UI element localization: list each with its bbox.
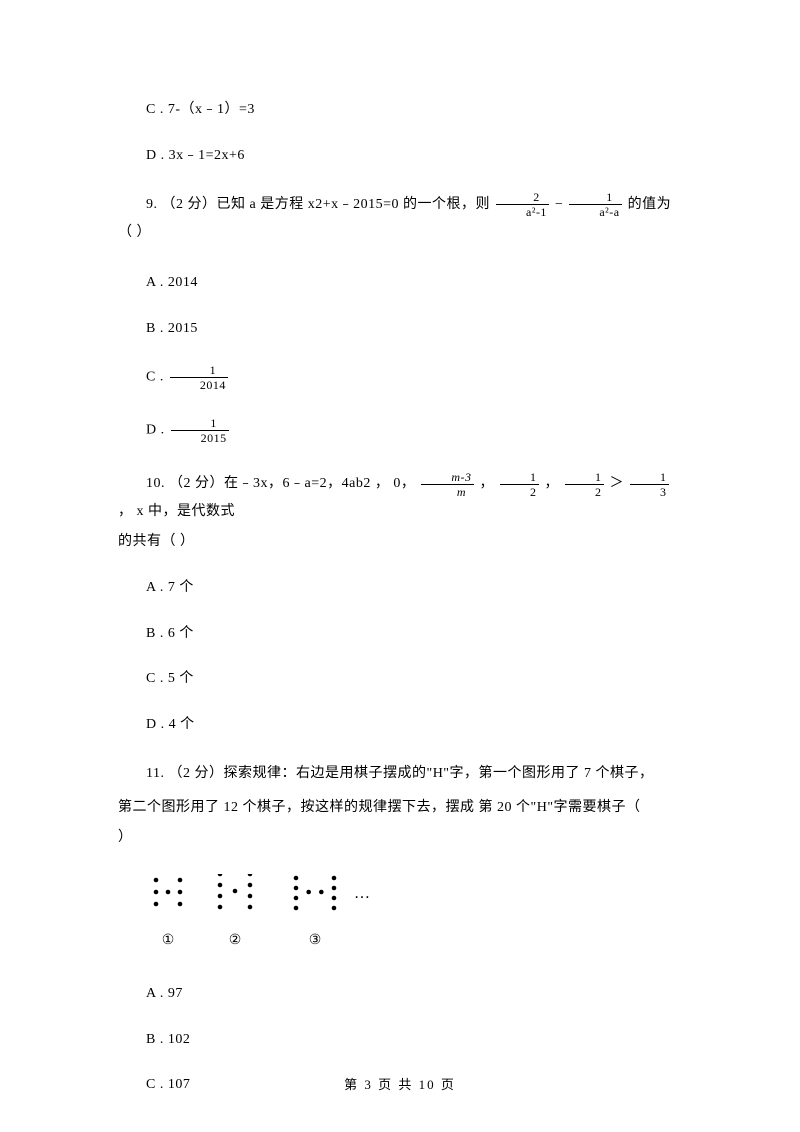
q8-option-d: D . 3x﹣1=2x+6	[118, 146, 682, 166]
q10-option-a: A . 7 个	[118, 578, 682, 598]
q11-option-b: B . 102	[118, 1030, 682, 1050]
q11-stem-line1: 11. （2 分）探索规律：右边是用棋子摆成的"H"字，第一个图形用了 7 个棋…	[118, 760, 682, 788]
h-pattern-svg: ① ② ③ …	[146, 874, 406, 964]
page-footer: 第 3 页 共 10 页	[0, 1076, 800, 1094]
q10-stem-line1: 10. （2 分）在﹣3x，6﹣a=2，4ab2 ， 0， m-3 m ， 1 …	[118, 470, 682, 526]
q9-minus: −	[555, 197, 567, 212]
svg-text:③: ③	[309, 933, 322, 948]
q11-figure: ① ② ③ …	[146, 874, 682, 964]
q10-frac3: 1 2	[565, 471, 604, 498]
q9-d-frac: 1 2015	[171, 417, 229, 444]
q11-stem-line2: 第二个图形用了 12 个棋子，按这样的规律摆下去，摆成 第 20 个"H"字需要…	[118, 794, 682, 822]
q10-option-d: D . 4 个	[118, 715, 682, 735]
q11-option-a: A . 97	[118, 984, 682, 1004]
q11-stem-line3: ）	[118, 828, 682, 848]
svg-text:…: …	[354, 885, 370, 902]
q10-stem-line2: 的共有（ ）	[118, 532, 682, 552]
q9-frac2: 1 a²-a	[569, 191, 621, 218]
q9-c-frac: 1 2014	[170, 364, 228, 391]
q9-option-c: C . 1 2014	[118, 364, 682, 391]
q9-stem-pre: 9. （2 分）已知 a 是方程 x2+x﹣2015=0 的一个根，则	[146, 197, 494, 212]
q8-option-c: C . 7-（x﹣1）=3	[118, 100, 682, 120]
q9-stem: 9. （2 分）已知 a 是方程 x2+x﹣2015=0 的一个根，则 2 a²…	[118, 191, 682, 247]
q10-frac1: m-3 m	[421, 471, 473, 498]
q9-frac1: 2 a²-1	[496, 191, 549, 218]
svg-text:①: ①	[162, 933, 175, 948]
q10-option-b: B . 6 个	[118, 624, 682, 644]
q9-option-a: A . 2014	[118, 273, 682, 293]
q10-frac2: 1 2	[500, 471, 539, 498]
q10-frac4: 1 3	[630, 471, 669, 498]
q10-option-c: C . 5 个	[118, 669, 682, 689]
q9-option-b: B . 2015	[118, 319, 682, 339]
svg-text:②: ②	[229, 933, 242, 948]
q9-option-d: D . 1 2015	[118, 417, 682, 444]
